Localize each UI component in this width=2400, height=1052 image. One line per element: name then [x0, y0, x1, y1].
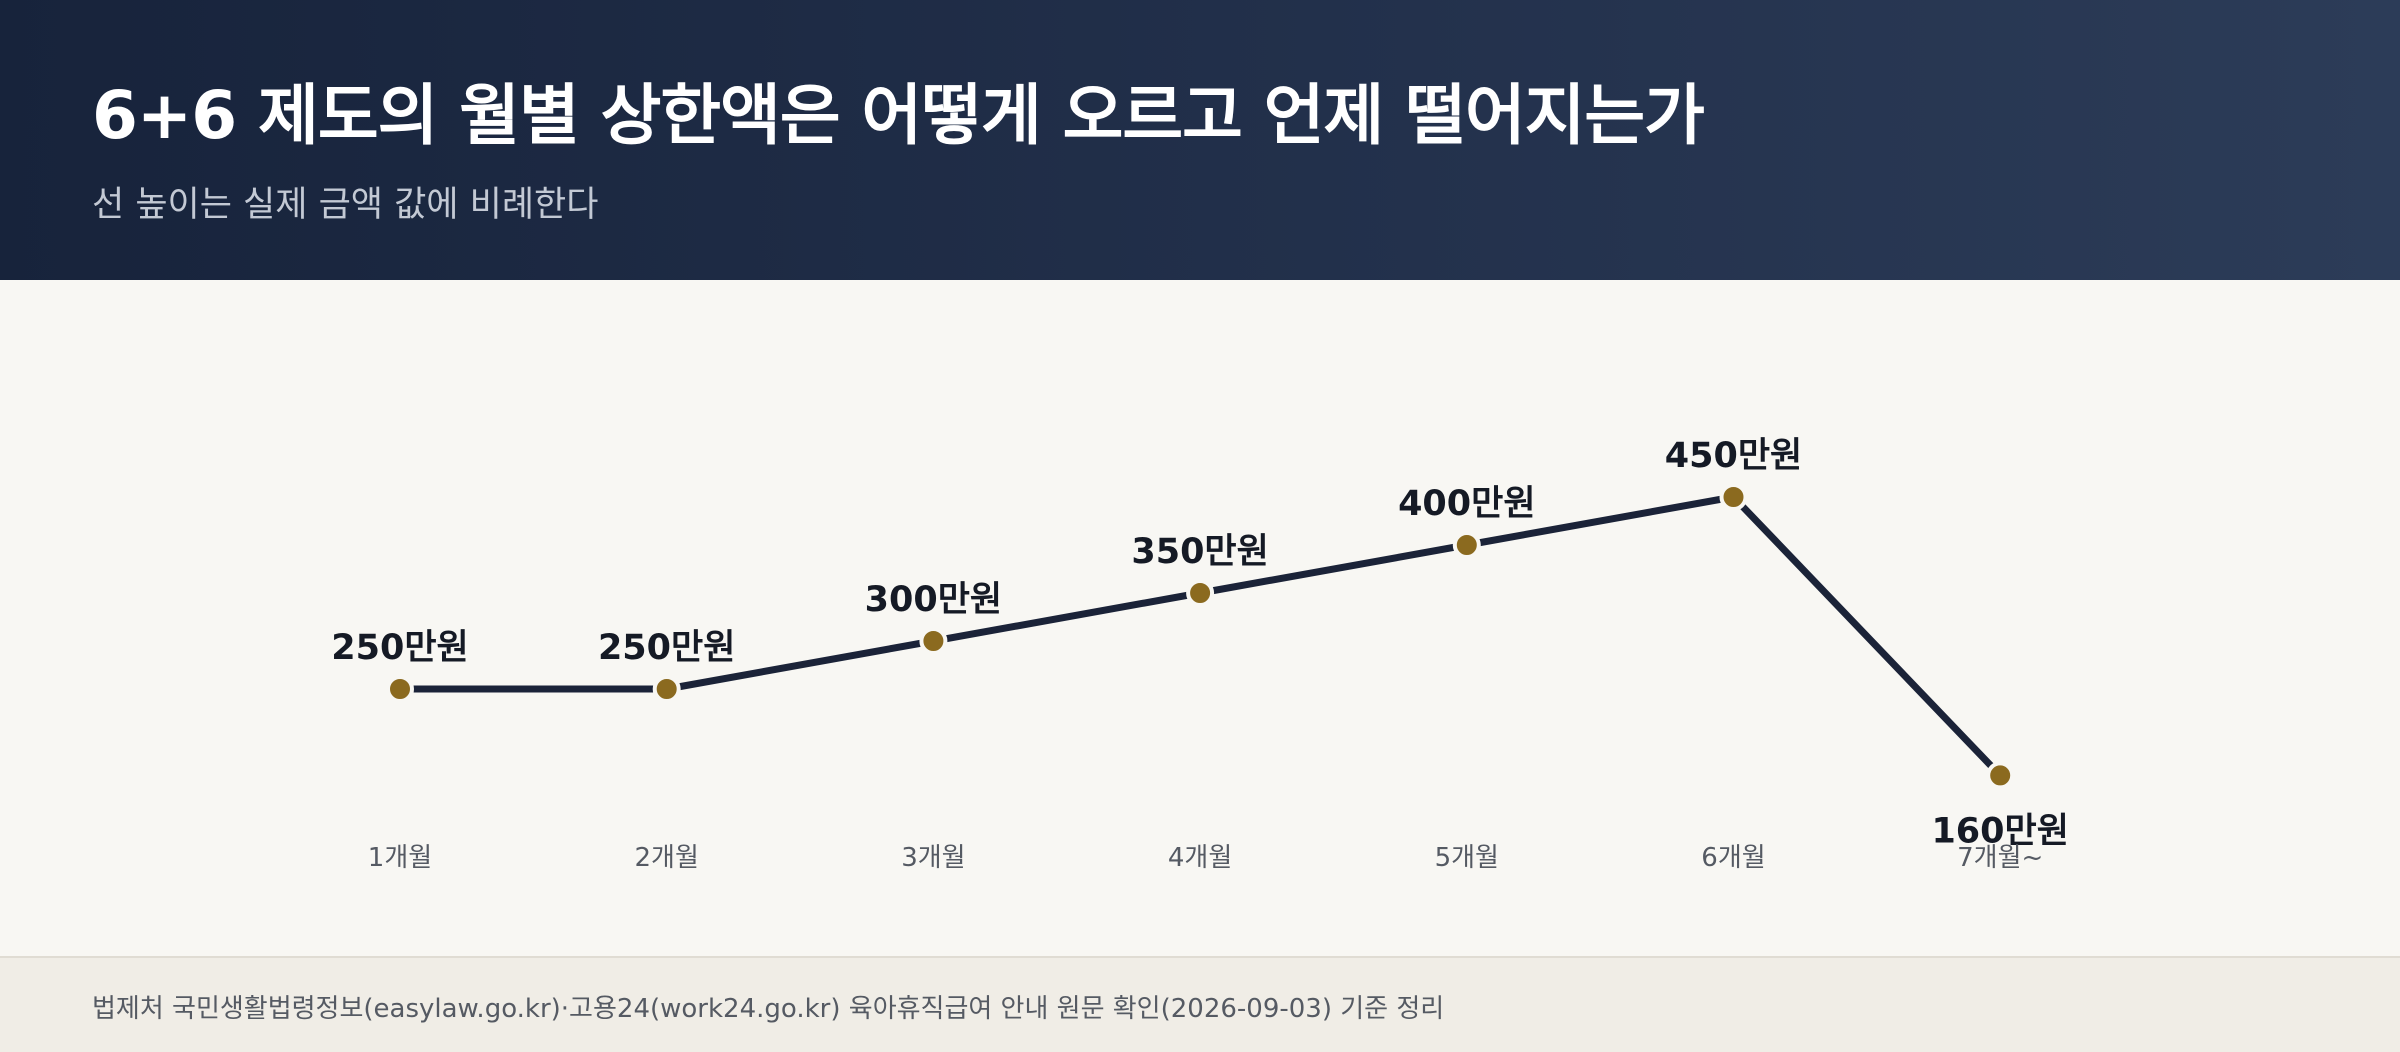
data-label: 350만원: [1131, 532, 1268, 572]
data-label-group: 250만원 250만원 300만원 350만원 400만원 450만원 160만원: [331, 436, 2069, 851]
x-tick-label: 7개월~: [1957, 843, 2043, 873]
data-point: [1186, 579, 1215, 607]
page-subtitle: 선 높이는 실제 금액 값에 비례한다: [92, 185, 599, 225]
data-point: [919, 627, 948, 655]
header-banner: 6+6 제도의 월별 상한액은 어떻게 오르고 언제 떨어지는가 선 높이는 실…: [0, 0, 2400, 280]
page-title: 6+6 제도의 월별 상한액은 어떻게 오르고 언제 떨어지는가: [92, 77, 1705, 154]
data-label: 400만원: [1398, 484, 1535, 524]
footer: 법제처 국민생활법령정보(easylaw.go.kr)·고용24(work24.…: [0, 956, 2400, 1052]
x-tick-label: 2개월: [635, 843, 699, 873]
data-label: 160만원: [1931, 811, 2068, 851]
data-label: 250만원: [331, 628, 468, 668]
x-tick-label: 3개월: [901, 843, 965, 873]
data-point: [1452, 531, 1481, 559]
chart-area: 250만원 250만원 300만원 350만원 400만원 450만원 160만원 1개월 2…: [0, 280, 2400, 956]
data-label: 450만원: [1665, 436, 1802, 476]
x-tick-label: 4개월: [1168, 843, 1232, 873]
data-label: 300만원: [865, 580, 1002, 620]
data-point: [1986, 761, 2015, 790]
data-point: [652, 675, 681, 703]
x-tick-group: 1개월 2개월 3개월 4개월 5개월 6개월 7개월~: [368, 843, 2043, 873]
x-tick-label: 1개월: [368, 843, 432, 873]
x-tick-label: 6개월: [1701, 843, 1765, 873]
data-label: 250만원: [598, 628, 735, 668]
data-point-group: [386, 483, 2015, 790]
data-point: [1719, 483, 1748, 511]
source-note: 법제처 국민생활법령정보(easylaw.go.kr)·고용24(work24.…: [92, 994, 1445, 1024]
data-point: [386, 675, 414, 703]
x-tick-label: 5개월: [1435, 843, 1499, 873]
